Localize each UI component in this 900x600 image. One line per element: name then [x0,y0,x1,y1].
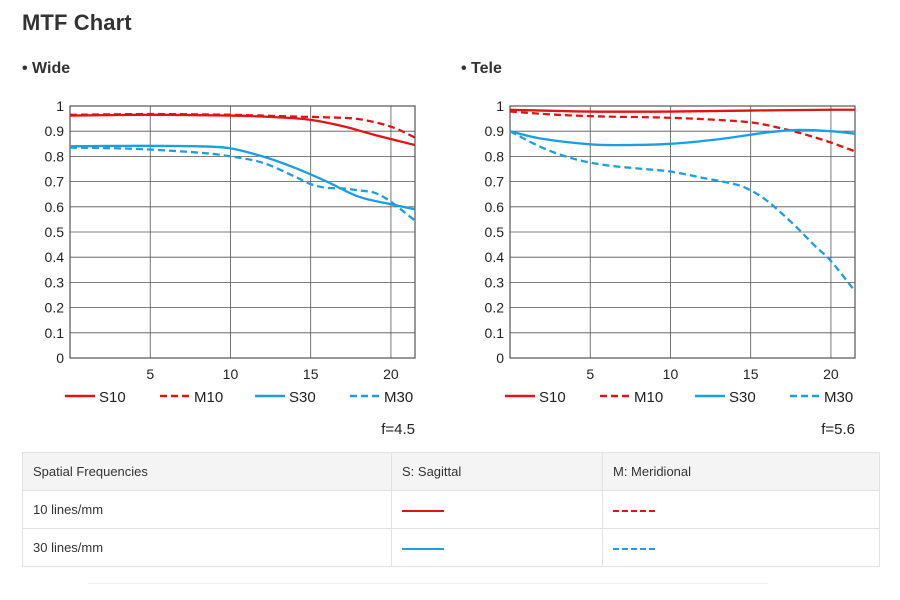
tele-legend-label-m30: M30 [824,389,853,406]
wide-y-tick-label: 0.7 [45,174,65,190]
wide-chart-heading: • Wide [22,60,71,77]
wide-y-tick-label: 0.2 [45,300,65,316]
tele-aperture-label: f=5.6 [821,421,855,437]
row-label-30: 30 lines/mm [22,528,392,567]
sagittal-10-cell [391,490,603,529]
wide-y-tick-label: 0.6 [45,199,65,215]
tele-y-tick-label: 1 [496,98,504,114]
wide-series-m30 [69,146,416,222]
tele-series-m30 [509,130,856,292]
tele-y-tick-label: 0.3 [485,274,505,290]
table-row: 10 lines/mm [22,490,880,529]
wide-x-tick-label: 15 [303,366,319,382]
tele-series-m10 [509,110,856,153]
wide-legend-label-s30: S30 [289,389,316,406]
header-meridional: M: Meridional [602,452,880,491]
table-row: 30 lines/mm [22,528,880,567]
wide-y-tick-label: 1 [56,98,64,114]
tele-legend-label-s10: S10 [539,389,566,406]
header-sagittal: S: Sagittal [391,452,603,491]
tele-y-tick-label: 0.2 [485,300,505,316]
tele-y-tick-label: 0.1 [485,325,505,341]
meridional-30-swatch [613,547,655,550]
wide-x-tick-label: 20 [383,366,399,382]
tele-y-tick-label: 0.7 [485,174,505,190]
wide-y-tick-label: 0.1 [45,325,65,341]
sagittal-30-swatch [402,547,444,550]
tele-legend-label-m10: M10 [634,389,663,406]
tele-series-s30 [509,128,856,147]
tele-y-tick-label: 0.4 [485,249,505,265]
legend-table-header-row: Spatial Frequencies S: Sagittal M: Merid… [22,452,880,491]
sagittal-10-swatch [402,509,444,512]
mtf-legend-table: Spatial Frequencies S: Sagittal M: Merid… [22,452,880,567]
wide-y-tick-label: 0.4 [45,249,65,265]
tele-x-tick-label: 15 [743,366,759,382]
header-spatial-frequencies: Spatial Frequencies [22,452,392,491]
wide-series-m10 [69,112,416,139]
meridional-10-swatch [613,509,655,512]
wide-y-tick-label: 0.3 [45,274,65,290]
wide-series-s10 [69,113,416,147]
tele-series-s10 [509,108,856,113]
tele-legend-label-s30: S30 [729,389,756,406]
row-label-10: 10 lines/mm [22,490,392,529]
tele-x-tick-label: 20 [823,366,839,382]
tele-y-tick-label: 0.6 [485,199,505,215]
wide-x-tick-label: 5 [146,366,154,382]
tele-y-tick-label: 0.5 [485,224,505,240]
wide-y-tick-label: 0 [56,350,64,366]
bottom-divider [88,583,768,584]
tele-y-tick-label: 0.9 [485,123,505,139]
wide-y-tick-label: 0.5 [45,224,65,240]
wide-y-tick-label: 0.8 [45,148,65,164]
wide-legend-label-s10: S10 [99,389,126,406]
meridional-30-cell [602,528,880,567]
tele-x-tick-label: 5 [586,366,594,382]
tele-x-tick-label: 10 [663,366,679,382]
wide-series-s30 [69,144,416,211]
wide-legend-label-m30: M30 [384,389,413,406]
sagittal-30-cell [391,528,603,567]
wide-x-tick-label: 10 [223,366,239,382]
tele-y-tick-label: 0.8 [485,148,505,164]
wide-legend-label-m10: M10 [194,389,223,406]
tele-y-tick-label: 0 [496,350,504,366]
meridional-10-cell [602,490,880,529]
page-title: MTF Chart [22,10,132,35]
wide-y-tick-label: 0.9 [45,123,65,139]
tele-chart-heading: • Tele [461,60,502,77]
wide-aperture-label: f=4.5 [381,421,415,437]
